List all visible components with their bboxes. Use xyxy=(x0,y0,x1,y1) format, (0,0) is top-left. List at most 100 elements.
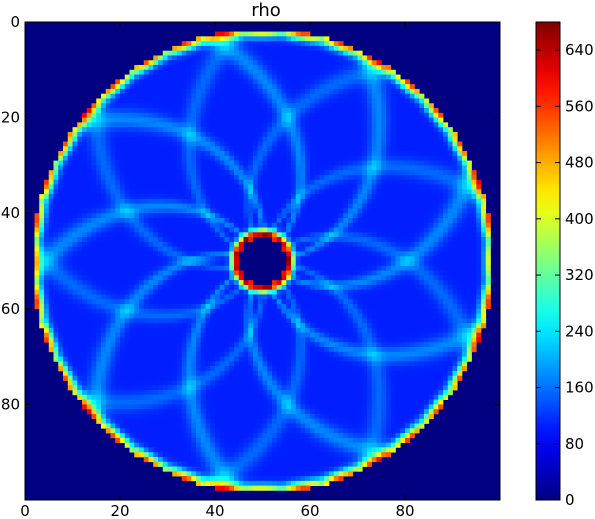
heatmap-cell xyxy=(457,232,463,238)
heatmap-cell xyxy=(319,50,325,56)
heatmap-cell xyxy=(238,294,244,300)
heatmap-cell xyxy=(243,294,249,300)
heatmap-cell xyxy=(376,112,382,118)
heatmap-cell xyxy=(267,50,273,56)
heatmap-cell xyxy=(82,327,88,334)
heatmap-cell xyxy=(229,50,235,56)
heatmap-cell xyxy=(466,280,472,286)
heatmap-cell xyxy=(338,194,344,200)
heatmap-cell xyxy=(82,131,88,138)
heatmap-cell xyxy=(381,131,387,138)
heatmap-cell xyxy=(67,165,73,171)
heatmap-cell xyxy=(86,222,92,228)
heatmap-cell xyxy=(186,155,192,161)
heatmap-cell xyxy=(196,108,202,114)
heatmap-cell xyxy=(281,241,287,248)
heatmap-cell xyxy=(357,299,363,305)
heatmap-cell xyxy=(362,184,368,190)
heatmap-cell xyxy=(376,217,382,224)
heatmap-cell xyxy=(272,65,278,71)
heatmap-cell xyxy=(105,222,111,228)
heatmap-cell xyxy=(310,131,316,138)
heatmap-cell xyxy=(367,318,373,324)
heatmap-cell xyxy=(191,318,197,324)
heatmap-cell xyxy=(281,160,287,166)
heatmap-cell xyxy=(148,246,154,252)
heatmap-cell xyxy=(243,280,249,286)
heatmap-cell xyxy=(253,31,259,37)
heatmap-cell xyxy=(215,55,221,61)
heatmap-cell xyxy=(153,323,159,329)
heatmap-cell xyxy=(172,222,178,228)
heatmap-cell xyxy=(139,131,145,138)
heatmap-cell xyxy=(186,141,192,147)
heatmap-cell xyxy=(424,108,430,114)
heatmap-cell xyxy=(172,237,178,243)
heatmap-cell xyxy=(447,184,453,190)
heatmap-cell xyxy=(357,88,363,95)
heatmap-cell xyxy=(200,265,206,271)
heatmap-cell xyxy=(314,155,320,161)
heatmap-cell xyxy=(324,50,330,56)
heatmap-cell xyxy=(481,213,487,219)
heatmap-cell xyxy=(409,265,415,271)
heatmap-cell xyxy=(72,275,78,281)
heatmap-cell xyxy=(91,103,97,109)
heatmap-cell xyxy=(343,84,349,90)
heatmap-cell xyxy=(248,194,254,200)
heatmap-cell xyxy=(338,41,344,47)
heatmap-cell xyxy=(352,184,358,190)
heatmap-cell xyxy=(96,251,102,257)
heatmap-cell xyxy=(181,308,187,314)
heatmap-cell xyxy=(362,122,368,128)
heatmap-cell xyxy=(63,151,69,157)
heatmap-cell xyxy=(314,265,320,271)
heatmap-cell xyxy=(400,146,406,152)
heatmap-cell xyxy=(219,122,225,128)
heatmap-cell xyxy=(343,184,349,190)
heatmap-cell xyxy=(433,213,439,219)
heatmap-cell xyxy=(452,280,458,286)
heatmap-cell xyxy=(58,184,64,190)
heatmap-cell xyxy=(329,41,335,47)
heatmap-cell xyxy=(400,160,406,166)
heatmap-cell xyxy=(338,184,344,190)
heatmap-cell xyxy=(153,308,159,314)
heatmap-cell xyxy=(343,151,349,157)
heatmap-cell xyxy=(343,65,349,71)
heatmap-cell xyxy=(143,65,149,71)
heatmap-cell xyxy=(148,131,154,138)
heatmap-cell xyxy=(172,323,178,329)
heatmap-cell xyxy=(485,304,491,310)
heatmap-cell xyxy=(381,246,387,252)
heatmap-cell xyxy=(333,179,339,185)
heatmap-cell xyxy=(376,151,382,157)
heatmap-cell xyxy=(400,198,406,204)
heatmap-cell xyxy=(257,213,263,219)
heatmap-cell xyxy=(343,108,349,114)
heatmap-cell xyxy=(381,88,387,95)
heatmap-cell xyxy=(224,270,230,276)
heatmap-cell xyxy=(457,213,463,219)
heatmap-cell xyxy=(158,275,164,281)
heatmap-cell xyxy=(466,203,472,209)
heatmap-cell xyxy=(215,284,221,291)
heatmap-cell xyxy=(338,256,344,262)
heatmap-cell xyxy=(376,127,382,133)
heatmap-cell xyxy=(186,261,192,267)
heatmap-cell xyxy=(148,261,154,267)
heatmap-cell xyxy=(139,93,145,99)
heatmap-cell xyxy=(229,227,235,233)
heatmap-cell xyxy=(253,98,259,104)
heatmap-cell xyxy=(105,155,111,161)
heatmap-cell xyxy=(44,232,50,238)
heatmap-cell xyxy=(172,88,178,95)
heatmap-cell xyxy=(91,213,97,219)
heatmap-cell xyxy=(238,289,244,295)
heatmap-cell xyxy=(276,203,282,209)
heatmap-cell xyxy=(215,160,221,166)
heatmap-cell xyxy=(343,45,349,52)
heatmap-cell xyxy=(120,280,126,286)
heatmap-cell xyxy=(248,237,254,243)
heatmap-cell xyxy=(115,165,121,171)
